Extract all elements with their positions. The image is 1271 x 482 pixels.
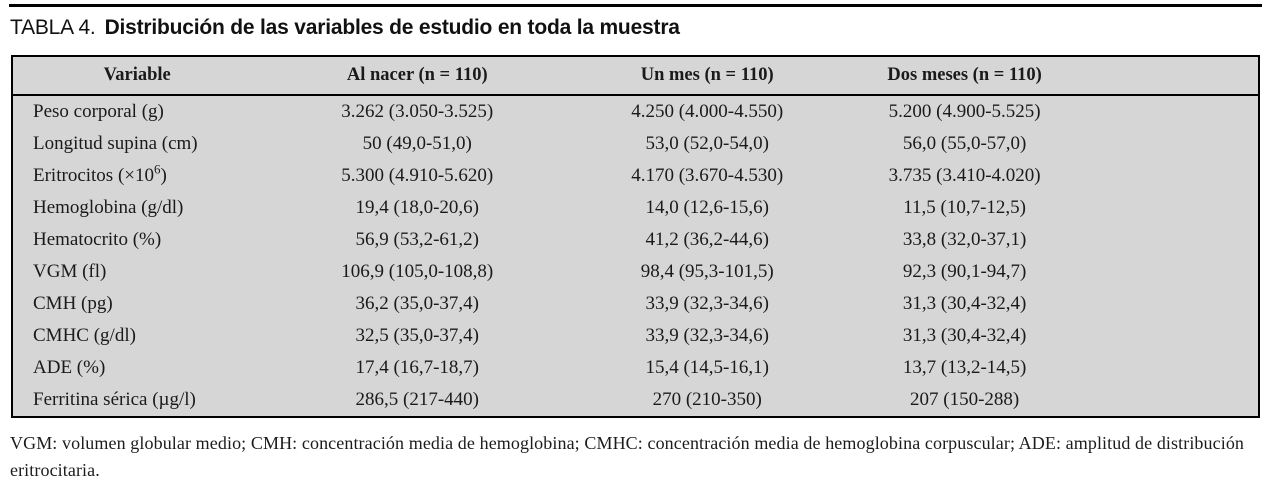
value-cell: 286,5 (217-440) (355, 389, 479, 410)
page: TABLA 4. Distribución de las variables de… (0, 4, 1271, 482)
value-cell: 31,3 (30,4-32,4) (902, 325, 1027, 346)
value-cell: 106,9 (105,0-108,8) (341, 261, 494, 282)
table-number: TABLA 4. (10, 16, 96, 39)
table-row: CMHC (g/dl) 32,5 (35,0-37,4) 33,9 (32,3-34… (12, 320, 1259, 352)
value-cell: 5.200 (4.900-5.525) (888, 101, 1041, 122)
table-body: Peso corporal (g) 3.262 (3.050-3.525) 4.25… (12, 95, 1259, 417)
table-caption: TABLA 4. Distribución de las variables de… (10, 16, 1271, 40)
variable-cell: ADE (%) (33, 357, 106, 378)
table-row: VGM (fl) 106,9 (105,0-108,8) 98,4 (95,3-10… (12, 256, 1259, 288)
variable-cell: CMHC (g/dl) (33, 325, 136, 346)
table-row: ADE (%) 17,4 (16,7-18,7) 15,4 (14,5-16,1) 1… (12, 352, 1259, 384)
value-cell: 4.250 (4.000-4.550) (631, 101, 784, 122)
value-cell: 13,7 (13,2-14,5) (902, 357, 1027, 378)
top-rule (9, 4, 1262, 7)
col-header-variable: Variable (12, 56, 262, 96)
variables-table: Variable Al nacer (n = 110) Un mes (n = … (11, 55, 1260, 418)
value-cell: 31,3 (30,4-32,4) (902, 293, 1027, 314)
variable-cell: VGM (fl) (33, 261, 107, 282)
col-header-un-mes: Un mes (n = 110) (573, 56, 842, 96)
value-cell: 4.170 (3.670-4.530) (631, 165, 784, 186)
variable-cell: CMH (pg) (33, 293, 113, 314)
value-cell: 11,5 (10,7-12,5) (903, 197, 1026, 218)
value-cell: 5.300 (4.910-5.620) (341, 165, 494, 186)
value-cell: 15,4 (14,5-16,1) (645, 357, 769, 378)
value-cell: 207 (150-288) (910, 389, 1020, 410)
value-cell: 56,9 (53,2-61,2) (355, 229, 479, 250)
value-cell: 14,0 (12,6-15,6) (645, 197, 769, 218)
value-cell: 17,4 (16,7-18,7) (355, 357, 479, 378)
value-cell: 36,2 (35,0-37,4) (355, 293, 479, 314)
table-row: Hematocrito (%) 56,9 (53,2-61,2) 41,2 (36,… (12, 224, 1259, 256)
value-cell: 3.262 (3.050-3.525) (341, 101, 494, 122)
value-cell: 19,4 (18,0-20,6) (355, 197, 479, 218)
value-cell: 92,3 (90,1-94,7) (902, 261, 1027, 282)
table-title: Distribución de las variables de estudio… (104, 16, 680, 39)
value-cell: 270 (210-350) (652, 389, 762, 410)
table-row: Hemoglobina (g/dl) 19,4 (18,0-20,6) 14,0 (… (12, 192, 1259, 224)
value-cell: 33,8 (32,0-37,1) (902, 229, 1027, 250)
value-cell: 33,9 (32,3-34,6) (645, 325, 769, 346)
value-cell: 33,9 (32,3-34,6) (645, 293, 769, 314)
value-cell: 56,0 (55,0-57,0) (902, 133, 1027, 154)
table-row: Ferritina sérica (µg/l) 286,5 (217-440) 27… (12, 384, 1259, 417)
variable-cell: Longitud supina (cm) (33, 133, 198, 154)
header-row: Variable Al nacer (n = 110) Un mes (n = … (12, 56, 1259, 96)
table-row: Eritrocitos (×106) 5.300 (4.910-5.620) 4.1… (12, 160, 1259, 192)
col-header-al-nacer: Al nacer (n = 110) (261, 56, 574, 96)
table-row: Peso corporal (g) 3.262 (3.050-3.525) 4.25… (12, 95, 1259, 128)
value-cell: 41,2 (36,2-44,6) (645, 229, 769, 250)
col-header-dos-meses: Dos meses (n = 110) (841, 56, 1259, 96)
value-cell: 53,0 (52,0-54,0) (645, 133, 769, 154)
footnote: VGM: volumen globular medio; CMH: concen… (10, 433, 1245, 480)
value-cell: 32,5 (35,0-37,4) (355, 325, 479, 346)
variable-cell: Eritrocitos (×106) (33, 161, 167, 186)
value-cell: 98,4 (95,3-101,5) (640, 261, 774, 282)
variable-cell: Hemoglobina (g/dl) (33, 197, 184, 218)
variable-cell: Peso corporal (g) (33, 101, 164, 122)
table-row: Longitud supina (cm) 50 (49,0-51,0) 53,0 (… (12, 128, 1259, 160)
value-cell: 3.735 (3.410-4.020) (888, 165, 1041, 186)
variable-cell: Hematocrito (%) (33, 229, 162, 250)
value-cell: 50 (49,0-51,0) (362, 133, 472, 154)
variable-cell: Ferritina sérica (µg/l) (33, 389, 196, 410)
table-row: CMH (pg) 36,2 (35,0-37,4) 33,9 (32,3-34,6)… (12, 288, 1259, 320)
